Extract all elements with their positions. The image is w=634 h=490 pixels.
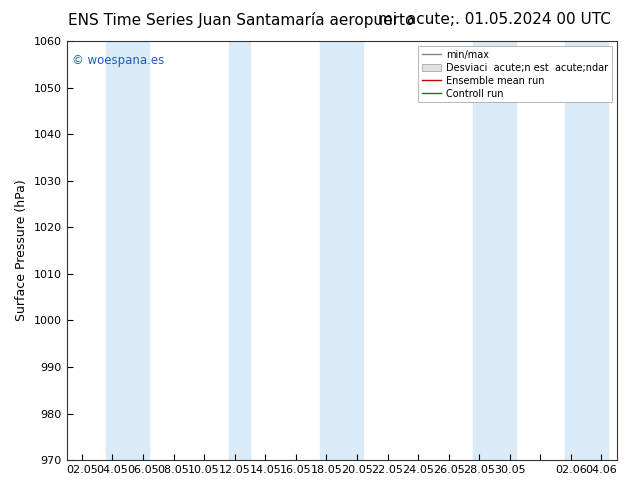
Bar	[320, 41, 363, 460]
Text: © woespana.es: © woespana.es	[72, 53, 164, 67]
Bar	[565, 41, 607, 460]
Bar	[228, 41, 250, 460]
Bar	[473, 41, 516, 460]
Bar	[107, 41, 149, 460]
Text: mi  acute;. 01.05.2024 00 UTC: mi acute;. 01.05.2024 00 UTC	[378, 12, 611, 27]
Legend: min/max, Desviaci  acute;n est  acute;ndar, Ensemble mean run, Controll run: min/max, Desviaci acute;n est acute;ndar…	[418, 46, 612, 102]
Text: ENS Time Series Juan Santamaría aeropuerto: ENS Time Series Juan Santamaría aeropuer…	[68, 12, 414, 28]
Y-axis label: Surface Pressure (hPa): Surface Pressure (hPa)	[15, 180, 28, 321]
